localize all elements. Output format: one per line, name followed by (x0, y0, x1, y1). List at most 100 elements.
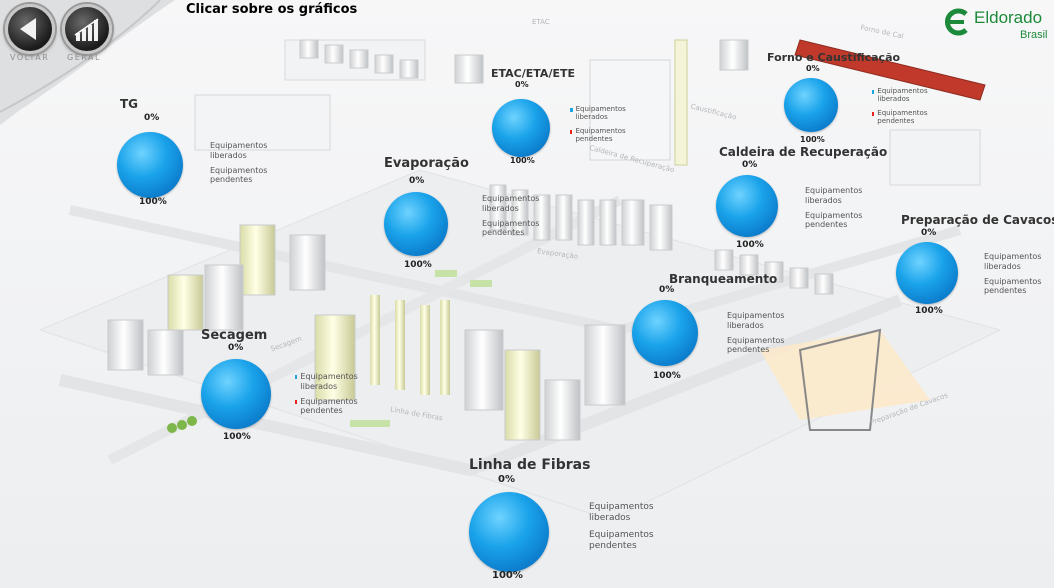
pie-slice-liberados[interactable] (784, 78, 838, 132)
tank (544, 379, 581, 441)
tank (167, 274, 204, 331)
eldorado-logo-icon (945, 8, 968, 36)
scene-label-etac: ETAC (532, 18, 550, 26)
pct-liberados-label: 100% (492, 570, 523, 581)
legend-text-liberados: Equipamentos liberados (805, 186, 863, 205)
tank (204, 264, 244, 331)
pie-slice-liberados[interactable] (492, 99, 550, 157)
pct-liberados-label: 100% (223, 432, 251, 442)
chip-pile (760, 330, 930, 420)
legend-pendentes: Equipamentos pendentes (479, 219, 539, 238)
pct-liberados-label: 100% (404, 260, 432, 270)
pct-pendentes-label: 0% (742, 160, 758, 170)
area-title: Caldeira de Recuperação (719, 145, 888, 159)
corner-swoosh-edge (0, 0, 161, 113)
pct-liberados-label: 100% (510, 156, 535, 165)
legend-text-pendentes: Equipamentos pendentes (727, 335, 785, 355)
pct-pendentes-label: 0% (498, 474, 515, 485)
road-3 (107, 195, 623, 465)
legend-text-pendentes: Equipamentos pendentes (805, 210, 863, 230)
tank (719, 39, 749, 71)
legend-liberados: Equipamentos liberados (872, 87, 928, 104)
tank (464, 329, 504, 411)
pct-pendentes-label: 0% (144, 113, 160, 123)
legend-text-liberados: Equipamentos liberados (727, 311, 785, 330)
legend-liberados: Equipamentos liberados (981, 252, 1041, 271)
tank (107, 319, 144, 371)
pie-slice-liberados[interactable] (716, 175, 778, 237)
column (420, 305, 430, 395)
pct-pendentes-label: 0% (228, 343, 244, 353)
general-label: GERAL (67, 53, 101, 62)
pie-slice-liberados[interactable] (201, 359, 271, 429)
legend-text-liberados: Equipamentos liberados (482, 194, 540, 213)
legend-liberados: Equipamentos liberados (724, 311, 784, 330)
building-cavacos (889, 129, 981, 186)
area-title: Forno e Caustificação (767, 51, 901, 64)
pad (350, 420, 390, 427)
legend-pendentes: Equipamentos pendentes (570, 127, 630, 144)
pct-liberados-label: 100% (653, 371, 681, 381)
legend-text-pendentes: Equipamentos pendentes (210, 165, 268, 185)
tree (167, 423, 177, 433)
etac-tanks (299, 39, 419, 79)
legend-swatch-pendentes (295, 399, 298, 404)
legend-liberados: Equipamentos liberados (570, 105, 630, 122)
back-arrow-icon (20, 18, 36, 40)
legend-swatch-liberados (872, 90, 875, 94)
pie-slice-liberados[interactable] (896, 242, 958, 304)
legend-text-liberados: Equipamentos liberados (300, 372, 358, 391)
pct-liberados-label: 100% (139, 197, 167, 207)
general-button[interactable] (62, 4, 112, 54)
building-tg (194, 94, 331, 151)
area-title: TG (120, 97, 139, 111)
legend-pendentes: Equipamentos pendentes (981, 277, 1041, 296)
legend-text-pendentes: Equipamentos pendentes (589, 529, 654, 551)
chip-conveyor (798, 328, 882, 431)
tree (177, 420, 187, 430)
pie-slice-liberados[interactable] (117, 132, 183, 198)
tank (504, 349, 541, 441)
pie-slice-liberados[interactable] (632, 300, 698, 366)
area-title: Linha de Fibras (469, 457, 591, 473)
tank (454, 54, 484, 84)
legend-liberados: Equipamentos liberados (802, 186, 862, 205)
legend-liberados: Equipamentos liberados (295, 372, 359, 391)
pct-pendentes-label: 0% (515, 80, 529, 89)
legend-swatch-pendentes (872, 111, 875, 116)
brand-logo: Eldorado Brasil (942, 4, 1052, 44)
pct-pendentes-label: 0% (409, 176, 425, 186)
legend-text-liberados: Equipamentos liberados (877, 87, 928, 104)
tank (147, 329, 184, 376)
legend-pendentes: Equipamentos pendentes (586, 530, 654, 552)
column (395, 300, 405, 390)
back-label: VOLTAR (10, 53, 50, 62)
legend-text-liberados: Equipamentos liberados (575, 105, 626, 122)
brand-name: Eldorado (974, 8, 1043, 27)
area-title: ETAC/ETA/ETE (491, 67, 575, 80)
legend-text-pendentes: Equipamentos pendentes (300, 396, 358, 416)
pad (470, 280, 492, 287)
legend-text-liberados: Equipamentos liberados (210, 141, 268, 160)
area-title: Evaporação (384, 156, 469, 171)
legend-pendentes: Equipamentos pendentes (295, 397, 359, 416)
legend-text-pendentes: Equipamentos pendentes (877, 108, 928, 126)
area-title: Branqueamento (669, 272, 778, 286)
tree (187, 416, 197, 426)
tank (239, 224, 276, 296)
legend-liberados: Equipamentos liberados (586, 502, 654, 524)
pie-slice-liberados[interactable] (469, 492, 549, 572)
pct-pendentes-label: 0% (659, 285, 675, 295)
road-2 (58, 294, 903, 477)
pie-slice-liberados[interactable] (384, 192, 448, 256)
pad (435, 270, 457, 277)
legend-pendentes: Equipamentos pendentes (872, 109, 928, 126)
evaporator-group (489, 184, 673, 251)
legend-liberados: Equipamentos liberados (207, 141, 267, 160)
pct-pendentes-label: 0% (921, 228, 937, 238)
back-button[interactable] (5, 4, 55, 54)
pct-liberados-label: 100% (915, 306, 943, 316)
legend-swatch-pendentes (570, 129, 573, 134)
legend-swatch-liberados (295, 375, 298, 379)
legend-swatch-liberados (570, 108, 573, 112)
